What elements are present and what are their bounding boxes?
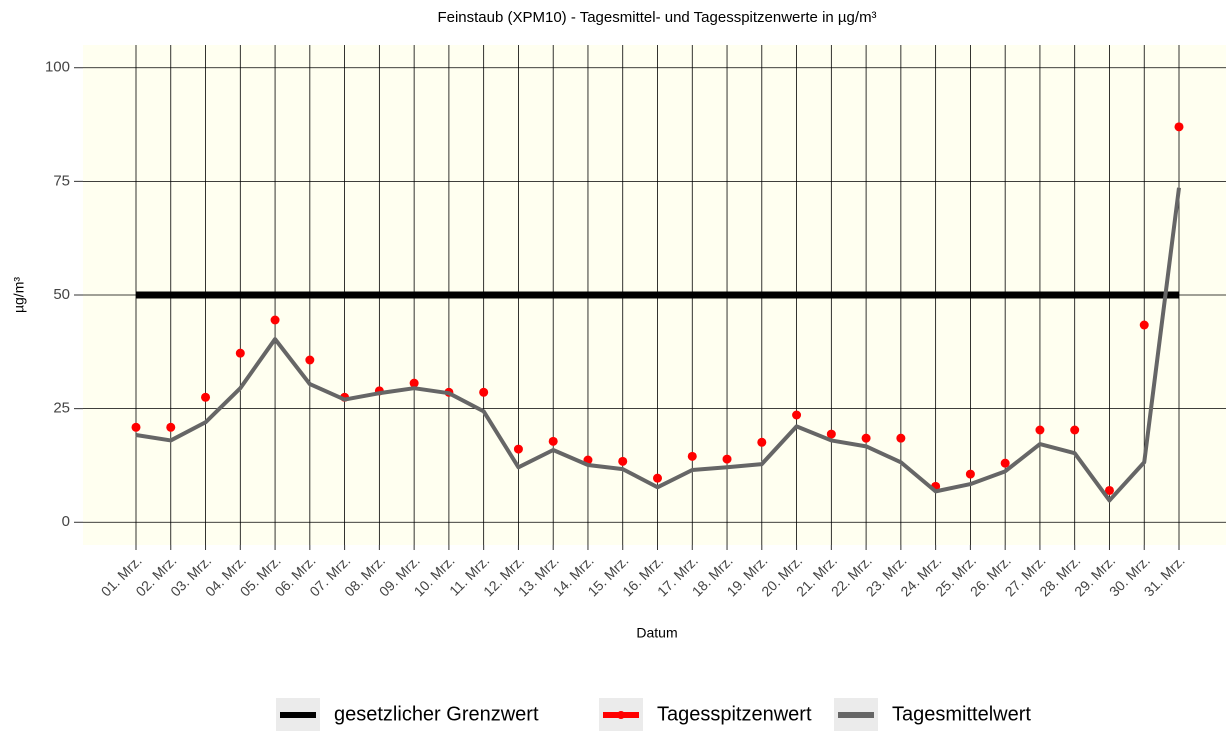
data-point <box>965 469 975 479</box>
legend-label: Tagesmittelwert <box>892 703 1031 725</box>
legend: gesetzlicher Grenzwert Tagesspitzenwert Ta… <box>276 698 1031 732</box>
data-point <box>618 456 628 466</box>
data-point <box>131 422 141 432</box>
data-point <box>757 437 767 447</box>
data-point <box>792 410 802 420</box>
y-tick-label: 75 <box>53 172 70 189</box>
legend-label: gesetzlicher Grenzwert <box>334 703 539 725</box>
y-axis-label: µg/m³ <box>11 277 27 313</box>
data-point <box>861 433 871 443</box>
data-point <box>896 433 906 443</box>
data-point <box>270 315 280 325</box>
y-tick-label: 25 <box>53 400 70 417</box>
data-point <box>409 378 419 388</box>
y-tick-label: 0 <box>62 513 70 530</box>
data-point <box>826 429 836 439</box>
chart-title: Feinstaub (XPM10) - Tagesmittel- und Tag… <box>437 9 876 26</box>
data-point <box>479 387 489 397</box>
data-point <box>722 454 732 464</box>
data-point <box>687 451 697 461</box>
data-point <box>1174 122 1184 132</box>
data-point <box>548 436 558 446</box>
marks <box>131 122 1184 503</box>
y-tick-label: 50 <box>53 286 70 303</box>
y-tick-label: 100 <box>45 59 70 76</box>
legend-label: Tagesspitzenwert <box>657 703 812 725</box>
series-line <box>135 187 1181 503</box>
data-point <box>1070 425 1080 435</box>
data-point <box>235 348 245 358</box>
data-point <box>201 392 211 402</box>
data-point <box>1139 320 1149 330</box>
legend-swatch-point <box>617 711 625 719</box>
data-point <box>1104 485 1114 495</box>
data-point <box>653 473 662 483</box>
data-point <box>1035 425 1045 435</box>
data-point <box>166 422 176 432</box>
data-point <box>513 444 523 454</box>
x-axis-label: Datum <box>636 625 677 641</box>
data-point <box>305 355 315 365</box>
data-point <box>1000 458 1010 468</box>
